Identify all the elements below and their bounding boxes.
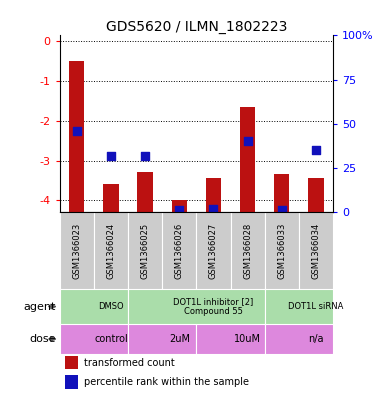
Title: GDS5620 / ILMN_1802223: GDS5620 / ILMN_1802223	[105, 20, 287, 34]
Point	[279, 208, 285, 214]
Point	[210, 206, 216, 212]
Bar	[299, 212, 333, 289]
Text: control: control	[94, 334, 128, 344]
Text: DMSO: DMSO	[98, 302, 124, 311]
Text: GSM1366028: GSM1366028	[243, 222, 252, 279]
Text: DOT1L inhibitor [2]
Compound 55: DOT1L inhibitor [2] Compound 55	[173, 297, 254, 316]
Bar	[231, 212, 264, 289]
Text: DOT1L siRNA: DOT1L siRNA	[288, 302, 344, 311]
Bar	[65, 356, 78, 369]
Bar	[65, 375, 78, 389]
Bar	[264, 212, 299, 289]
Bar	[60, 212, 94, 289]
Bar	[240, 107, 255, 212]
Text: GSM1366025: GSM1366025	[141, 222, 150, 279]
Text: dose: dose	[29, 334, 56, 344]
Bar	[128, 289, 265, 324]
Text: agent: agent	[23, 301, 56, 312]
Point	[313, 147, 319, 153]
Bar	[308, 178, 324, 212]
Text: n/a: n/a	[308, 334, 324, 344]
Bar	[172, 200, 187, 212]
Text: GSM1366027: GSM1366027	[209, 222, 218, 279]
Bar	[69, 61, 84, 212]
Point	[108, 152, 114, 159]
Text: GSM1366026: GSM1366026	[175, 222, 184, 279]
Bar	[60, 324, 128, 354]
Bar	[274, 174, 290, 212]
Bar	[94, 212, 128, 289]
Bar	[60, 289, 128, 324]
Text: percentile rank within the sample: percentile rank within the sample	[84, 377, 249, 387]
Bar	[206, 178, 221, 212]
Text: GSM1366023: GSM1366023	[72, 222, 81, 279]
Bar	[137, 173, 153, 212]
Bar	[264, 324, 333, 354]
Bar	[128, 324, 196, 354]
Point	[142, 152, 148, 159]
Text: GSM1366033: GSM1366033	[277, 222, 286, 279]
Text: GSM1366024: GSM1366024	[106, 222, 115, 279]
Point	[176, 208, 182, 214]
Text: 10uM: 10uM	[234, 334, 261, 344]
Point	[74, 128, 80, 134]
Bar	[128, 212, 162, 289]
Point	[244, 138, 251, 145]
Text: 2uM: 2uM	[169, 334, 190, 344]
Bar	[196, 324, 264, 354]
Text: GSM1366034: GSM1366034	[311, 222, 320, 279]
Bar	[103, 184, 119, 212]
Bar	[162, 212, 196, 289]
Bar	[264, 289, 333, 324]
Text: transformed count: transformed count	[84, 358, 174, 367]
Bar	[196, 212, 231, 289]
